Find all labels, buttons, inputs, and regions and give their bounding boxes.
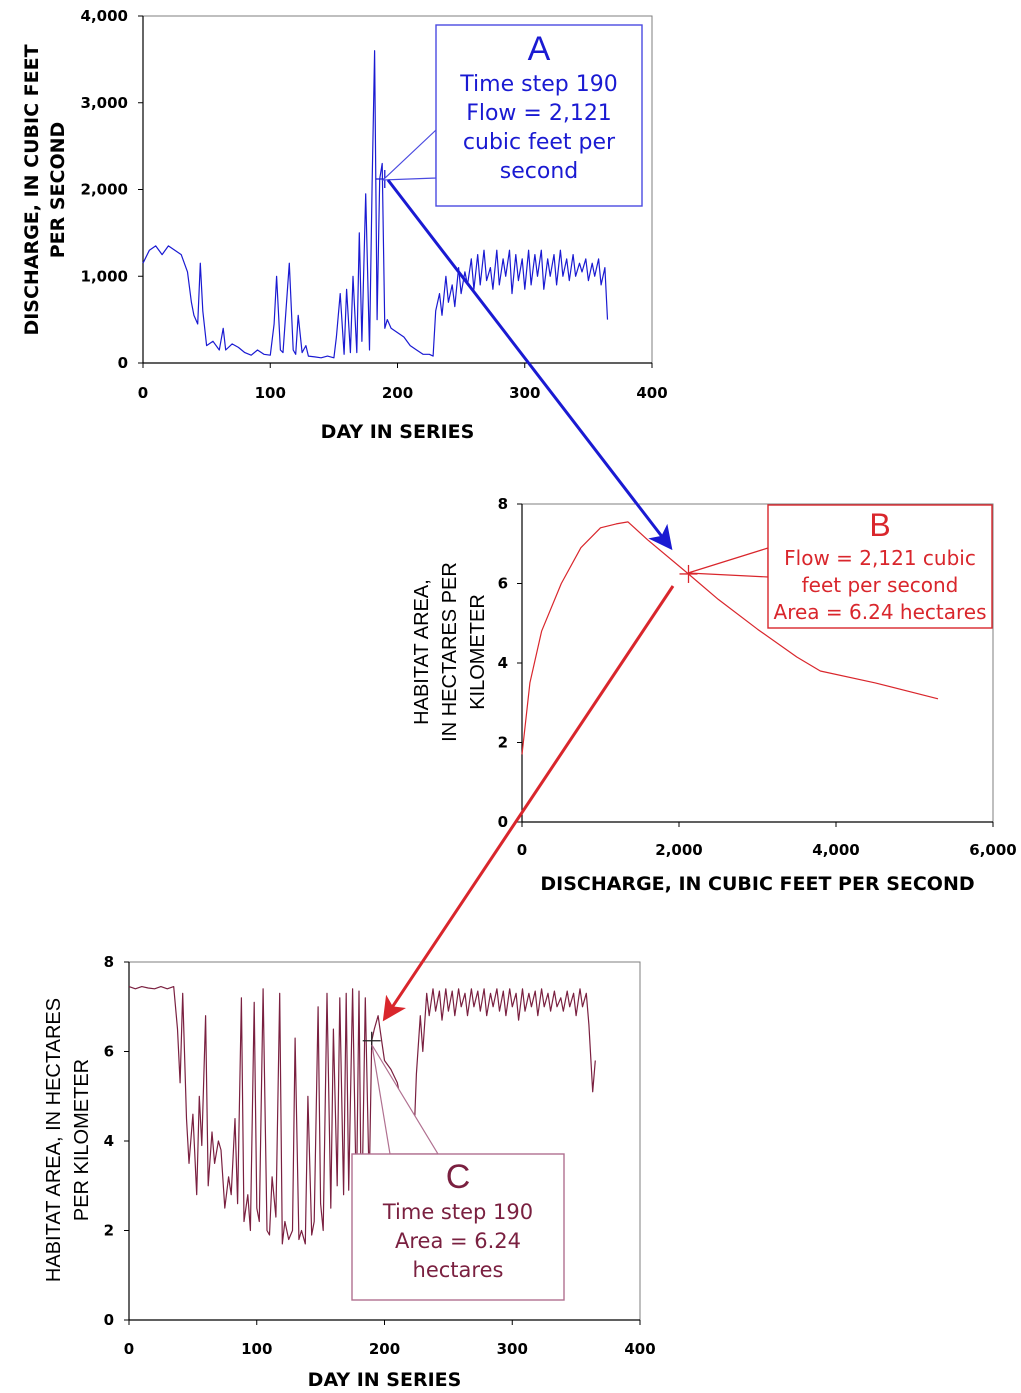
chart-a-discharge-time-series: 0 100 200 300 400 0 1,000 2,000 3,000 4,000 DAY IN… bbox=[21, 7, 668, 443]
y-axis-label-line: IN HECTARES PER bbox=[439, 562, 461, 742]
x-axis-label: DAY IN SERIES bbox=[321, 421, 475, 443]
callout-letter: A bbox=[528, 30, 551, 68]
callout-text-line: Flow = 2,121 bbox=[466, 101, 612, 126]
x-tick-label: 200 bbox=[382, 384, 413, 402]
callout-b: B Flow = 2,121 cubic feet per second Area =… bbox=[687, 504, 993, 629]
callout-pointer bbox=[381, 128, 437, 181]
x-tick-label: 300 bbox=[497, 1340, 528, 1358]
x-axis-label: DAY IN SERIES bbox=[308, 1369, 462, 1391]
y-tick-label: 8 bbox=[104, 953, 114, 971]
y-tick-label: 6 bbox=[104, 1043, 114, 1061]
connector-arrows bbox=[382, 179, 675, 1022]
x-tick-label: 2,000 bbox=[655, 841, 702, 859]
y-tick-label: 4 bbox=[104, 1132, 114, 1150]
y-tick-label: 4,000 bbox=[81, 7, 128, 25]
callout-box bbox=[351, 1153, 565, 1301]
y-tick-label: 0 bbox=[104, 1311, 114, 1329]
series-line bbox=[521, 521, 939, 755]
x-tick-label: 300 bbox=[509, 384, 540, 402]
callout-text-line: Time step 190 bbox=[382, 1200, 533, 1224]
y-tick-label: 1,000 bbox=[81, 267, 128, 285]
callout-text-line: Time step 190 bbox=[459, 72, 617, 97]
chart-b-habitat-vs-discharge: 0 2,000 4,000 6,000 0 2 4 6 8 DISCHARGE, IN CUBIC… bbox=[411, 495, 1017, 895]
callout-letter: C bbox=[446, 1158, 471, 1196]
x-tick-label: 200 bbox=[369, 1340, 400, 1358]
chart-c-habitat-time-series: 0 100 200 300 400 0 2 4 6 8 DAY IN SERIES HABITAT A… bbox=[43, 953, 656, 1391]
callout-box bbox=[767, 504, 993, 629]
callout-text-line: feet per second bbox=[802, 573, 959, 597]
y-axis-label-line: PER KILOMETER bbox=[71, 1059, 93, 1221]
x-tick-label: 400 bbox=[624, 1340, 655, 1358]
series-line bbox=[142, 50, 609, 359]
y-tick-label: 0 bbox=[118, 354, 128, 372]
x-tick-label: 400 bbox=[636, 384, 667, 402]
series-line bbox=[128, 985, 596, 1245]
callout-pointer bbox=[371, 1044, 440, 1155]
callout-text-line: second bbox=[500, 159, 578, 184]
y-axis-label-line: HABITAT AREA, bbox=[411, 579, 433, 725]
callout-box bbox=[435, 24, 643, 207]
x-axis-label: DISCHARGE, IN CUBIC FEET PER SECOND bbox=[540, 873, 974, 895]
y-tick-label: 8 bbox=[498, 495, 508, 513]
y-tick-label: 6 bbox=[498, 575, 508, 593]
x-tick-label: 0 bbox=[138, 384, 148, 402]
callout-a: A Time step 190 Flow = 2,121 cubic feet per… bbox=[381, 24, 643, 207]
callout-c: C Time step 190 Area = 6.24 hectares bbox=[351, 1044, 565, 1301]
y-axis-label-line: KILOMETER bbox=[467, 594, 489, 710]
callout-text-line: cubic feet per bbox=[463, 130, 616, 155]
callout-text-line: Area = 6.24 bbox=[395, 1229, 521, 1253]
x-tick-label: 100 bbox=[241, 1340, 272, 1358]
arrow-a-to-b bbox=[386, 179, 673, 551]
x-tick-label: 6,000 bbox=[969, 841, 1016, 859]
x-tick-label: 4,000 bbox=[812, 841, 859, 859]
y-tick-label: 2,000 bbox=[81, 181, 128, 199]
y-tick-label: 2 bbox=[498, 734, 508, 752]
y-axis-label-line: HABITAT AREA, IN HECTARES bbox=[43, 998, 65, 1282]
x-tick-label: 100 bbox=[255, 384, 286, 402]
callout-text-line: Flow = 2,121 cubic bbox=[784, 546, 976, 570]
y-axis-label-line: DISCHARGE, IN CUBIC FEET bbox=[21, 44, 43, 335]
x-tick-label: 0 bbox=[517, 841, 527, 859]
y-tick-label: 2 bbox=[104, 1222, 114, 1240]
y-tick-label: 3,000 bbox=[81, 94, 128, 112]
y-tick-label: 0 bbox=[498, 813, 508, 831]
callout-text-line: Area = 6.24 hectares bbox=[774, 600, 987, 624]
callout-pointer bbox=[687, 547, 769, 578]
callout-text-line: hectares bbox=[413, 1258, 504, 1282]
y-tick-label: 4 bbox=[498, 654, 508, 672]
arrow-b-to-c bbox=[382, 585, 675, 1022]
callout-letter: B bbox=[869, 507, 890, 543]
x-tick-label: 0 bbox=[124, 1340, 134, 1358]
y-axis-label-line: PER SECOND bbox=[47, 122, 69, 259]
